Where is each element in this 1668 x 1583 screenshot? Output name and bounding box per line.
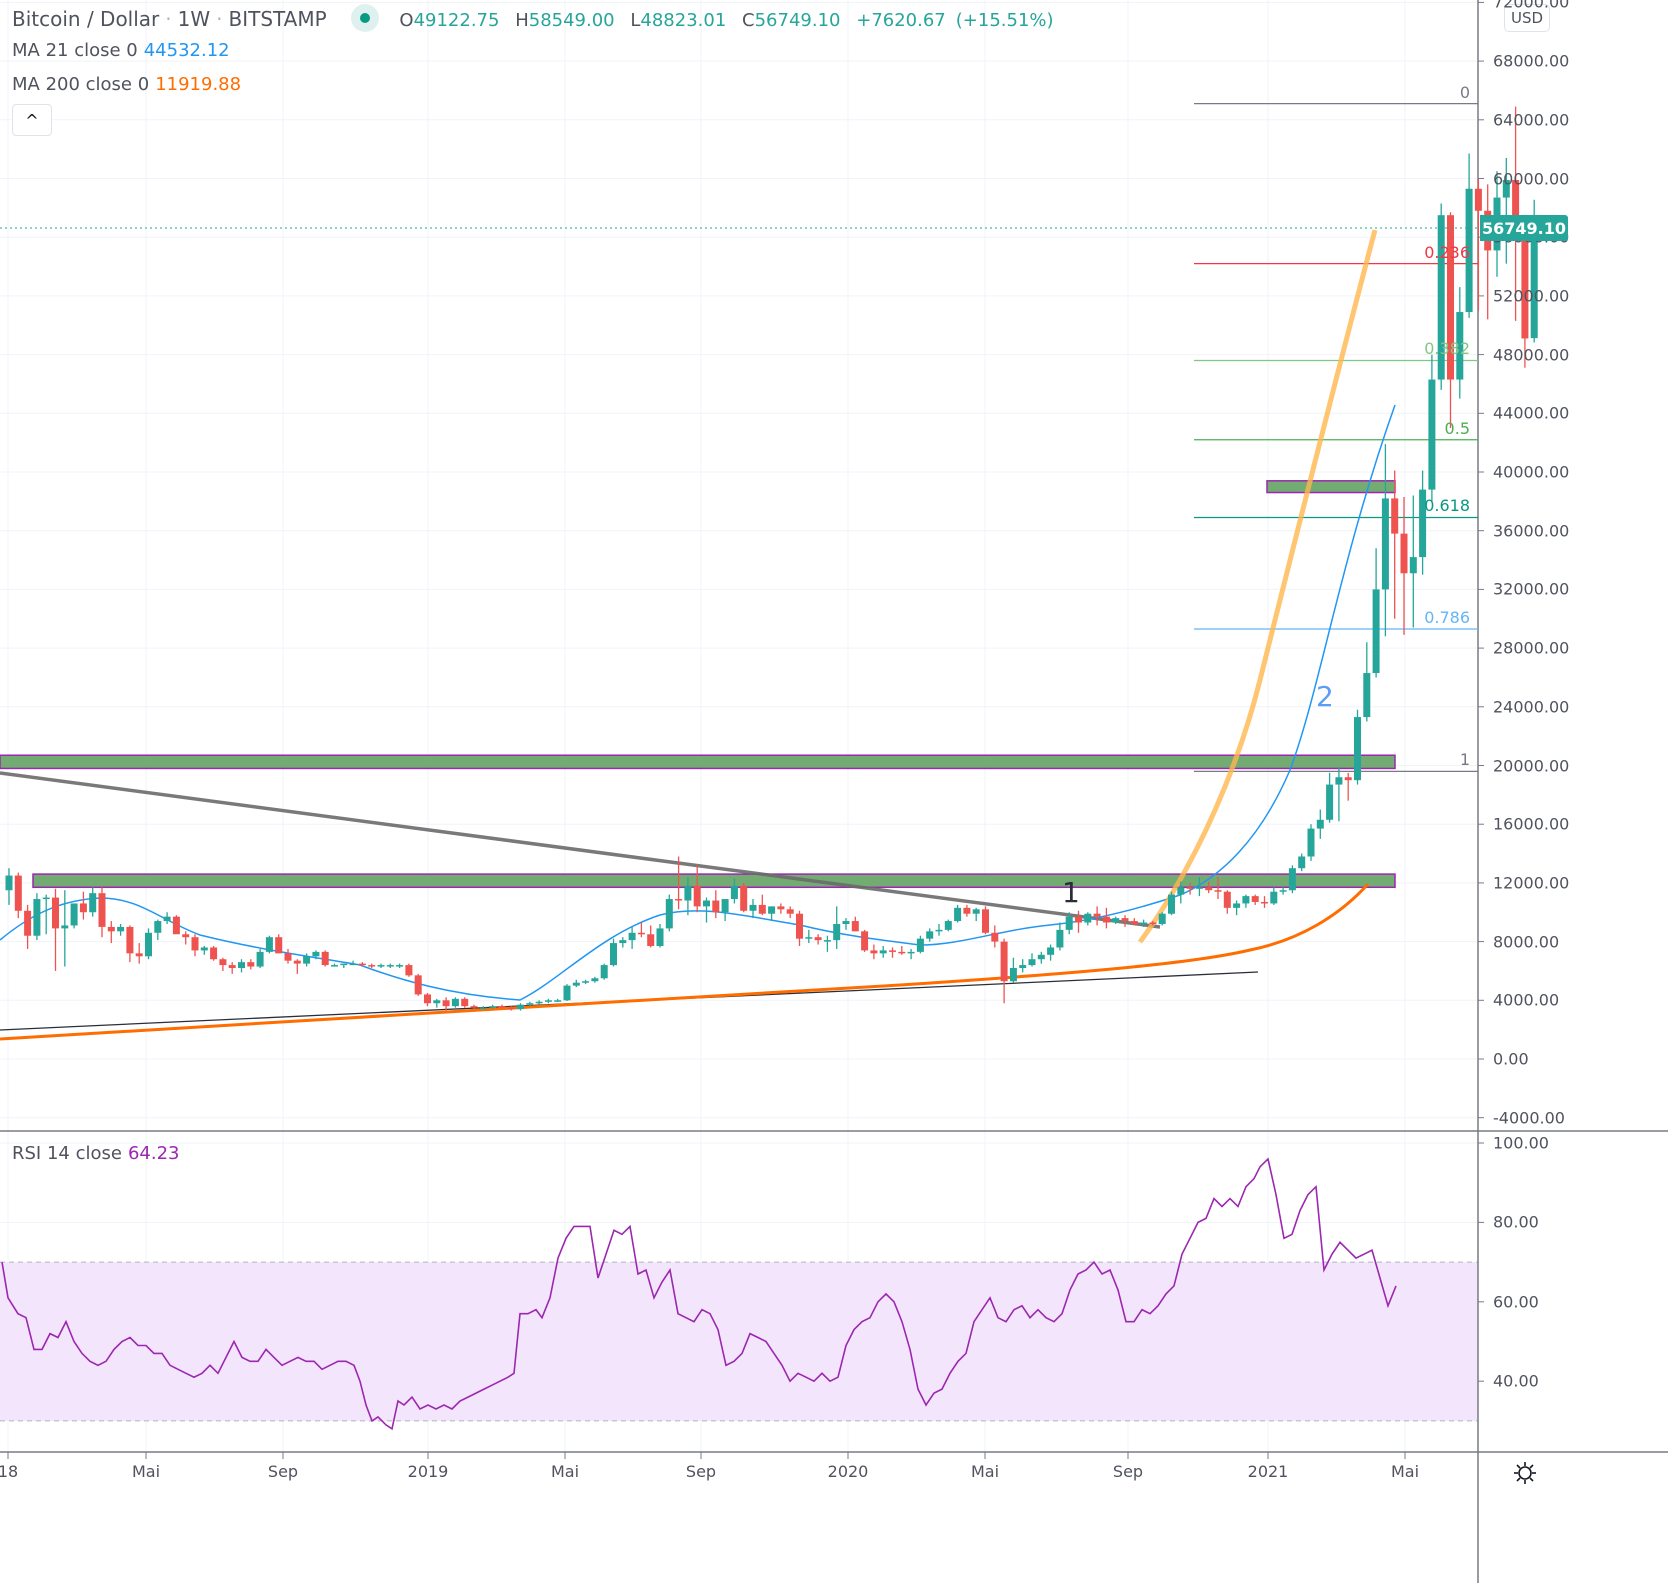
close-value: 56749.10 [754, 9, 841, 31]
ma200-legend[interactable]: MA 200 close 0 11919.88 [12, 74, 247, 95]
price-tick-label: 44000.00 [1493, 403, 1570, 423]
fib-level-label: 0 [1459, 82, 1470, 102]
low-value: 48823.01 [640, 9, 727, 31]
price-tick-label: -4000.00 [1493, 1108, 1565, 1128]
time-tick-label: 2020 [827, 1462, 869, 1481]
exchange: BITSTAMP [228, 6, 327, 31]
price-tick-label: 48000.00 [1493, 345, 1570, 365]
chevron-up-icon: ^ [25, 110, 39, 130]
price-tick-label: 0.00 [1493, 1049, 1529, 1069]
close-label: C [742, 9, 755, 31]
time-tick-label: Sep [1112, 1462, 1144, 1481]
open-label: O [399, 9, 414, 31]
high-label: H [515, 9, 529, 31]
high-value: 58549.00 [528, 9, 615, 31]
price-tick-label: 68000.00 [1493, 51, 1570, 71]
interval: 1W [177, 6, 211, 31]
rsi-value: 64.23 [127, 1143, 180, 1164]
time-tick-label: 2019 [407, 1462, 449, 1481]
time-tick-label: 18 [0, 1462, 19, 1481]
time-tick-label: Sep [685, 1462, 717, 1481]
price-tick-label: 72000.00 [1493, 0, 1570, 12]
price-tick-label: 60000.00 [1493, 169, 1570, 188]
ma200-value: 11919.88 [155, 74, 242, 95]
price-tick-label: 16000.00 [1493, 814, 1570, 834]
rsi-tick-label: 100.00 [1493, 1133, 1549, 1153]
price-tick-label: 32000.00 [1493, 579, 1570, 599]
ma21-label: MA 21 close 0 [12, 40, 138, 61]
fib-level-label: 0.786 [1424, 608, 1470, 628]
fib-level-label: 1 [1459, 750, 1470, 770]
ma200-label: MA 200 close 0 [12, 74, 150, 95]
price-tick-label: 64000.00 [1493, 110, 1570, 130]
ohlc-values: O49122.75 H58549.00 L48823.01 C56749.10 … [399, 10, 1063, 31]
separator: · [165, 6, 172, 31]
gear-icon[interactable] [1512, 1460, 1538, 1486]
time-tick-label: Mai [970, 1462, 1000, 1481]
price-tick-label: 36000.00 [1493, 521, 1570, 541]
time-tick-label: Mai [1390, 1462, 1420, 1481]
currency-button[interactable]: USD [1504, 4, 1550, 32]
price-tick-label: 12000.00 [1493, 873, 1570, 893]
rsi-legend[interactable]: RSI 14 close 64.23 [12, 1143, 185, 1164]
chart-annotation-label: 1 [1062, 876, 1080, 909]
chart-annotation-label: 2 [1316, 680, 1334, 713]
open-value: 49122.75 [413, 9, 500, 31]
time-tick-label: Mai [550, 1462, 580, 1481]
fib-level-label: 0.236 [1424, 242, 1470, 262]
time-tick-label: 2021 [1247, 1462, 1289, 1481]
price-tick-label: 8000.00 [1493, 932, 1560, 952]
price-tick-label: 20000.00 [1493, 756, 1570, 775]
rsi-tick-label: 80.00 [1493, 1212, 1539, 1232]
low-label: L [630, 9, 641, 31]
price-tick-label: 40000.00 [1493, 462, 1570, 482]
fib-level-label: 0.5 [1444, 418, 1470, 438]
fib-level-label: 0.618 [1424, 496, 1470, 516]
time-tick-label: Mai [131, 1462, 161, 1481]
last-price-label: 56749.10 [1480, 215, 1568, 241]
price-tick-label: 4000.00 [1493, 990, 1560, 1010]
change-percent: (+15.51%) [955, 9, 1054, 31]
symbol-name: Bitcoin / Dollar [12, 6, 160, 31]
symbol-legend[interactable]: Bitcoin / Dollar · 1W · BITSTAMP O49122.75 H… [12, 4, 1070, 34]
price-tick-label: 24000.00 [1493, 697, 1570, 717]
rsi-tick-label: 40.00 [1493, 1371, 1539, 1391]
ma21-value: 44532.12 [143, 40, 230, 61]
price-tick-label: 28000.00 [1493, 638, 1570, 658]
change-value: +7620.67 [856, 9, 946, 31]
market-status-icon[interactable] [351, 4, 380, 32]
price-tick-label: 52000.00 [1493, 286, 1570, 306]
ma21-legend[interactable]: MA 21 close 0 44532.12 [12, 40, 236, 61]
separator: · [216, 6, 223, 31]
rsi-tick-label: 60.00 [1493, 1292, 1539, 1312]
fib-level-label: 0.382 [1424, 339, 1470, 359]
rsi-label: RSI 14 close [12, 1143, 122, 1164]
collapse-legend-button[interactable]: ^ [12, 104, 52, 136]
time-tick-label: Sep [267, 1462, 299, 1481]
